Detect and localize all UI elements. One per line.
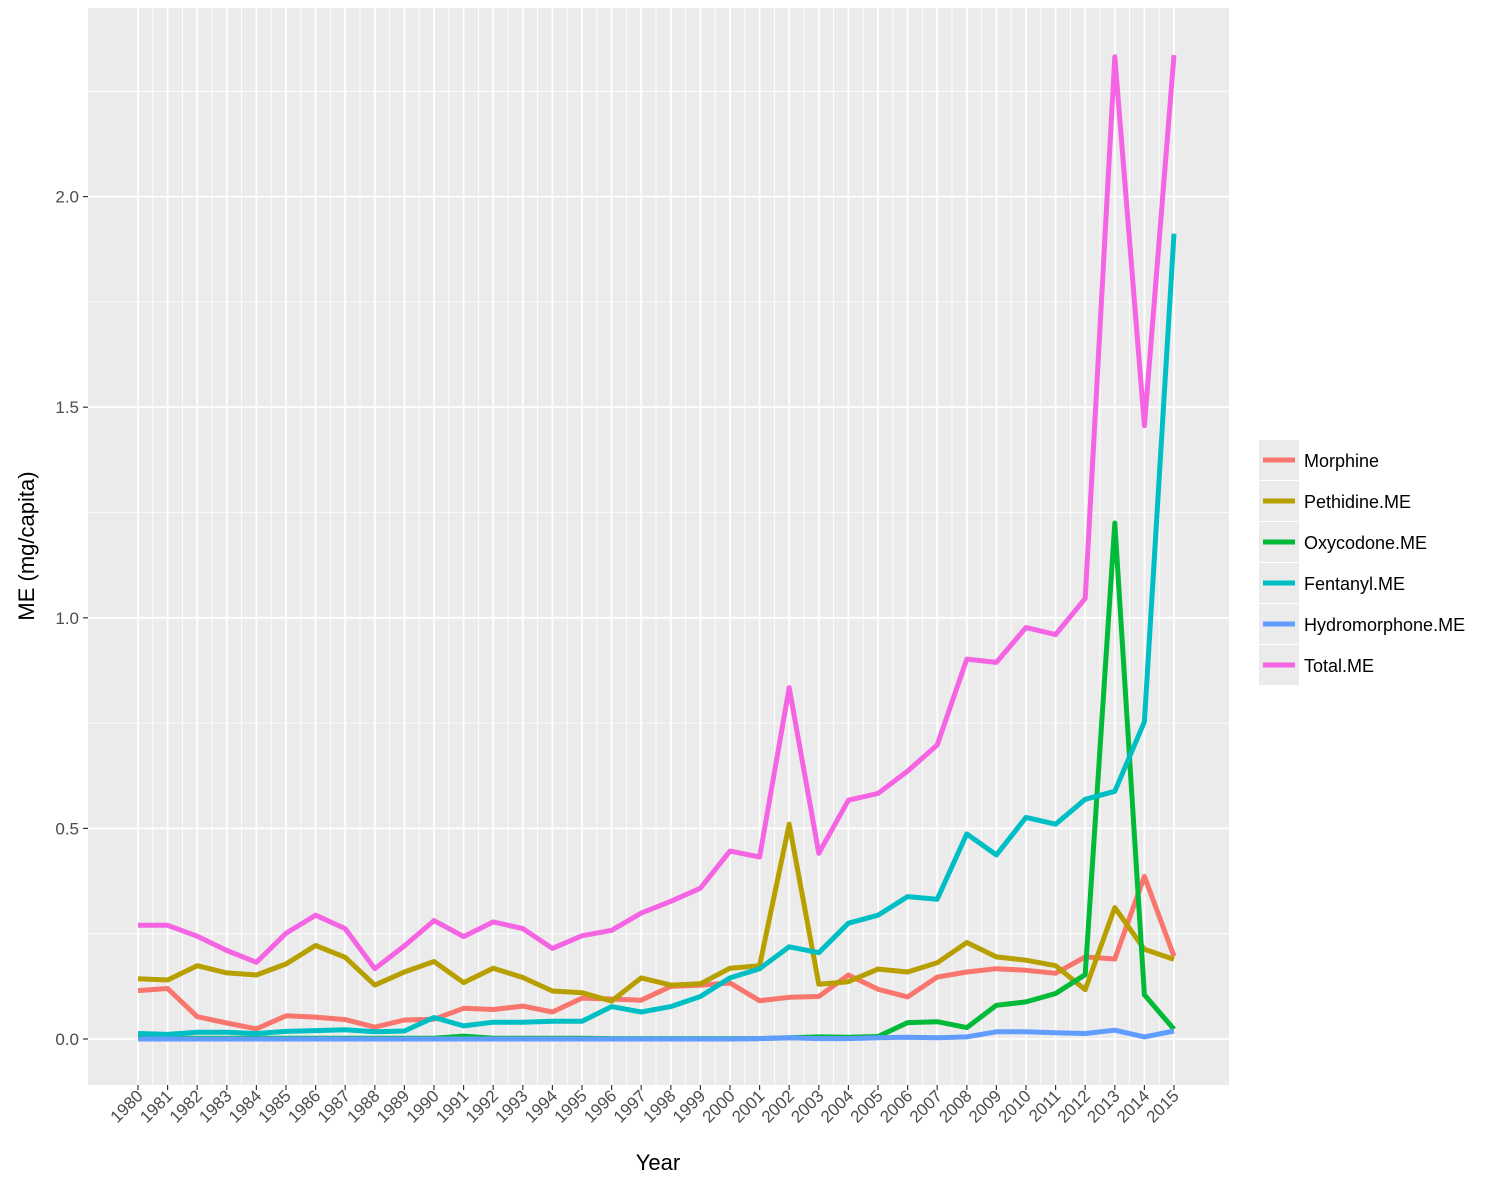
x-tick-label: 1986 [284,1086,324,1126]
x-tick-label: 2007 [906,1086,946,1126]
legend: Morphine Pethidine.ME Oxycodone.ME Fentanyl… [1259,440,1465,685]
x-tick-label: 2005 [847,1086,887,1126]
series-line-morphine [137,873,1177,1032]
y-tick-label: 1.0 [55,609,79,628]
y-tick-label: 0.0 [55,1030,79,1049]
plot-panel [88,8,1229,1085]
y-axis-title: ME (mg/capita) [14,471,39,620]
x-tick-label: 1985 [255,1086,295,1126]
x-tick-label: 1991 [432,1086,472,1126]
series-lines [137,54,1177,1042]
x-tick-label: 1987 [314,1086,354,1126]
x-tick-label: 1983 [195,1086,235,1126]
legend-label: Fentanyl.ME [1304,574,1405,594]
x-tick-label: 1994 [521,1086,561,1126]
x-tick-label: 2010 [995,1086,1035,1126]
y-tick-label: 1.5 [55,398,79,417]
x-tick-label: 1988 [343,1086,383,1126]
x-tick-label: 1990 [403,1086,443,1126]
series-line-hydromorphone-me [138,1027,1175,1042]
y-axis-ticks: 0.0 0.5 1.0 1.5 2.0 [55,188,88,1049]
x-tick-label: 2015 [1143,1086,1183,1126]
legend-label: Hydromorphone.ME [1304,615,1465,635]
x-tick-label: 2009 [965,1086,1005,1126]
x-tick-label: 1999 [669,1086,709,1126]
series-line-pethidine-me [137,821,1175,1004]
x-tick-label: 1980 [107,1086,147,1126]
legend-label: Morphine [1304,451,1379,471]
x-tick-label: 1981 [136,1086,176,1126]
x-axis-title: Year [636,1150,680,1175]
x-tick-label: 2003 [787,1086,827,1126]
x-tick-label: 1992 [462,1086,502,1126]
x-tick-label: 2006 [876,1086,916,1126]
x-tick-label: 2001 [728,1086,768,1126]
x-tick-label: 2004 [817,1086,857,1126]
x-tick-label: 1989 [373,1086,413,1126]
legend-label: Total.ME [1304,656,1374,676]
x-tick-label: 2013 [1083,1086,1123,1126]
x-tick-label: 1998 [639,1086,679,1126]
x-tick-label: 2012 [1054,1086,1094,1126]
x-tick-label: 1997 [610,1086,650,1126]
y-tick-label: 0.5 [55,819,79,838]
x-tick-label: 1993 [491,1086,531,1126]
legend-label: Oxycodone.ME [1304,533,1427,553]
x-tick-label: 2011 [1025,1086,1064,1125]
x-tick-label: 2008 [935,1086,975,1126]
x-tick-label: 1982 [166,1086,206,1126]
x-tick-label: 2000 [699,1086,739,1126]
x-tick-label: 2014 [1113,1086,1153,1126]
x-axis-ticks: 1980198119821983198419851986198719881989… [107,1085,1183,1127]
legend-label: Pethidine.ME [1304,492,1411,512]
series-line-total-me [138,54,1177,972]
y-tick-label: 2.0 [55,188,79,207]
x-tick-label: 2002 [758,1086,798,1126]
series-line-fentanyl-me [137,233,1177,1037]
x-tick-label: 1996 [580,1086,620,1126]
x-tick-label: 1995 [551,1086,591,1126]
x-tick-label: 1984 [225,1086,265,1126]
